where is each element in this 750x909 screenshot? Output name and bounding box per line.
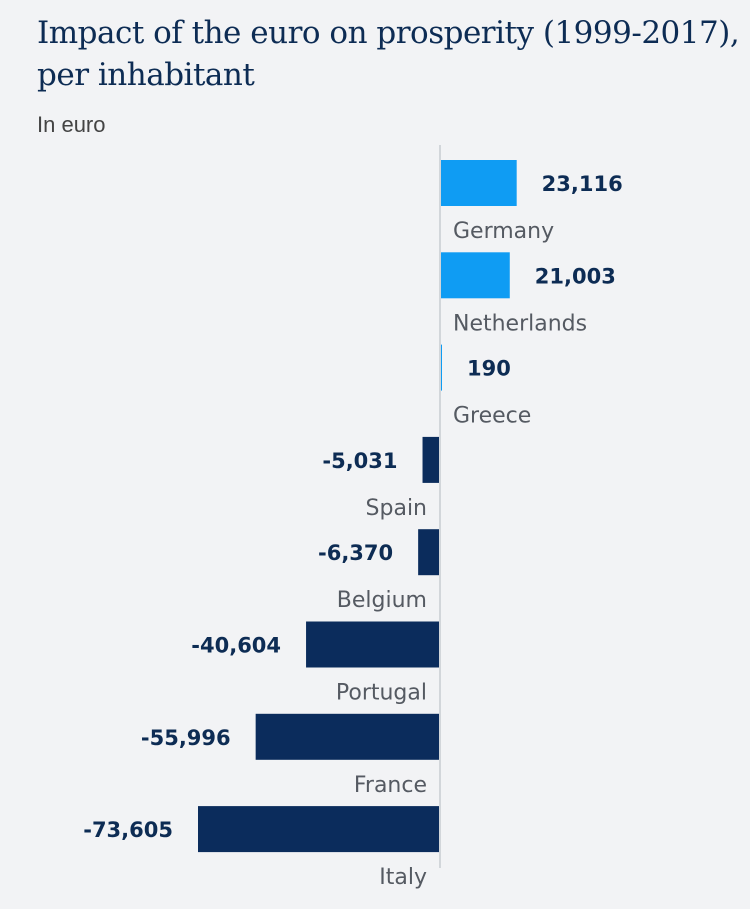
value-label: 21,003 [535, 264, 616, 288]
value-label: -6,370 [318, 541, 393, 565]
category-label: France [354, 773, 427, 798]
value-label: -73,605 [83, 818, 173, 842]
bar-greece [441, 344, 442, 391]
value-label: -5,031 [322, 449, 397, 473]
bar-belgium [418, 529, 439, 576]
chart-subtitle: In euro [37, 112, 106, 137]
value-label: -40,604 [191, 634, 281, 658]
bar-netherlands [441, 252, 510, 299]
category-label: Belgium [337, 588, 427, 613]
category-label: Netherlands [453, 311, 587, 336]
value-label: -55,996 [141, 726, 231, 750]
bar-spain [422, 436, 439, 483]
bar-portugal [306, 621, 439, 668]
bar-italy [198, 806, 439, 853]
value-label: 23,116 [542, 172, 623, 196]
category-label: Spain [366, 496, 427, 521]
chart-title: Impact of the euro on prosperity (1999-2… [37, 15, 740, 93]
category-label: Greece [453, 404, 531, 429]
category-label: Portugal [336, 681, 427, 706]
bar-france [255, 713, 439, 760]
value-label: 190 [467, 357, 511, 381]
category-label: Germany [453, 219, 554, 244]
bar-germany [441, 160, 517, 206]
category-label: Italy [379, 865, 427, 890]
